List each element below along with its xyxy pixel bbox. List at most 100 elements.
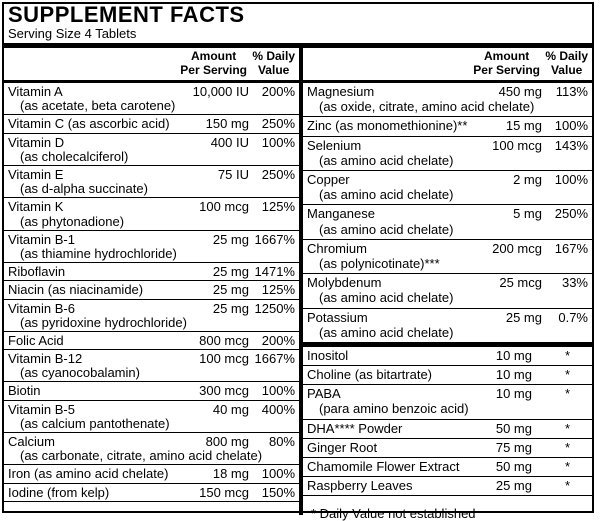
nutrient-amount: 25 mg: [212, 231, 249, 247]
left-column: Amount Per Serving % Daily Value Vitamin…: [4, 48, 299, 502]
nutrient-amount: 300 mcg: [199, 383, 249, 399]
nutrient-source: (as d-alpha succinate): [20, 181, 148, 197]
nutrient-amount: 10 mg: [495, 347, 532, 363]
nutrient-row: DHA**** Powder 50 mg *: [303, 420, 592, 439]
nutrient-row: Vitamin D (as cholecalciferol) 400 IU 100%: [4, 134, 299, 166]
nutrient-name: Magnesium: [307, 84, 375, 99]
nutrient-amount: 75 IU: [217, 166, 249, 182]
right-column: Amount Per Serving % Daily Value Magnesi…: [303, 48, 592, 521]
nutrient-name: Vitamin K: [8, 199, 64, 215]
nutrient-amount: 2 mg: [513, 171, 542, 187]
nutrient-source: (as oxide, citrate, amino acid chelate): [319, 99, 535, 115]
nutrient-row: Niacin (as niacinamide) 25 mg 125%: [4, 281, 299, 300]
amount-header: Amount Per Serving: [473, 49, 540, 77]
nutrient-row: Vitamin B-6 (as pyridoxine hydrochloride)…: [4, 300, 299, 332]
nutrient-name: Iodine (from kelp): [8, 484, 110, 500]
nutrient-name: Zinc (as monomethionine)**: [307, 118, 468, 134]
right-nutrient-list: Magnesium (as oxide, citrate, amino acid …: [303, 83, 592, 343]
dv-header: % Daily Value: [252, 49, 295, 77]
nutrient-name: Biotin: [8, 383, 41, 399]
nutrient-row: Vitamin K (as phytonadione) 100 mcg 125%: [4, 198, 299, 231]
nutrient-amount: 100 mcg: [199, 199, 249, 215]
nutrient-row: Molybdenum (as amino acid chelate) 25 mcg 3…: [303, 274, 592, 309]
nutrient-row: Potassium (as amino acid chelate) 25 mg 0.7…: [303, 309, 592, 343]
nutrient-source: (as amino acid chelate): [319, 290, 454, 306]
nutrient-amount: 50 mg: [495, 420, 532, 436]
daily-value: *: [564, 478, 570, 494]
daily-value: *: [564, 420, 570, 436]
daily-value: 100%: [261, 383, 295, 399]
nutrient-row: Copper (as amino acid chelate) 2 mg 100%: [303, 171, 592, 206]
nutrient-row: Riboflavin 25 mg 1471%: [4, 263, 299, 282]
nutrient-row: Raspberry Leaves 25 mg *: [303, 477, 592, 497]
daily-value: 1667%: [254, 231, 295, 247]
nutrient-row: Iron (as amino acid chelate) 18 mg 100%: [4, 465, 299, 484]
nutrient-amount: 800 mg: [205, 434, 249, 450]
nutrient-name: Vitamin B-12: [8, 351, 83, 367]
nutrient-name: Iron (as amino acid chelate): [8, 466, 169, 482]
daily-value: 1667%: [254, 351, 295, 367]
nutrient-source: (as amino acid chelate): [319, 187, 454, 203]
nutrient-amount: 50 mg: [495, 459, 532, 475]
nutrient-name: Folic Acid: [8, 332, 64, 348]
daily-value: 0.7%: [558, 309, 588, 325]
daily-value: *: [564, 386, 570, 402]
nutrient-source: (as carbonate, citrate, amino acid chela…: [20, 448, 263, 464]
nutrient-amount: 25 mg: [505, 309, 542, 325]
nutrient-amount: 10,000 IU: [192, 84, 249, 99]
nutrient-source: (as cyanocobalamin): [20, 365, 140, 381]
daily-value: *: [564, 347, 570, 363]
nutrient-source: (as acetate, beta carotene): [20, 98, 176, 114]
nutrient-row: Magnesium (as oxide, citrate, amino acid …: [303, 83, 592, 118]
nutrient-source: (as thiamine hydrochloride): [20, 245, 177, 261]
daily-value: 80%: [268, 434, 295, 450]
nutrient-amount: 450 mg: [498, 84, 542, 99]
daily-value: 100%: [554, 171, 588, 187]
supplement-facts-panel: [2, 2, 594, 513]
nutrient-amount: 15 mg: [505, 118, 542, 134]
daily-value: 125%: [261, 199, 295, 215]
daily-value: 150%: [261, 484, 295, 500]
nutrient-amount: 25 mg: [212, 300, 249, 316]
nutrient-source: (para amino benzoic acid): [319, 401, 469, 417]
nutrient-amount: 25 mg: [495, 478, 532, 494]
nutrient-name: Inositol: [307, 347, 349, 363]
nutrient-name: Calcium: [8, 434, 55, 450]
right-header: Amount Per Serving % Daily Value: [303, 48, 592, 83]
nutrient-name: Vitamin B-5: [8, 401, 75, 417]
nutrient-row: Vitamin E (as d-alpha succinate) 75 IU 250%: [4, 166, 299, 199]
nutrient-amount: 150 mg: [205, 116, 249, 132]
footnote: * Daily Value not established: [311, 506, 476, 521]
dv-header: % Daily Value: [545, 49, 588, 77]
daily-value: 250%: [261, 166, 295, 182]
nutrient-amount: 100 mcg: [492, 137, 542, 153]
nutrient-amount: 25 mg: [212, 264, 249, 280]
nutrient-row: Manganese (as amino acid chelate) 5 mg 250%: [303, 205, 592, 240]
nutrient-name: Chromium: [307, 240, 367, 256]
daily-value: *: [564, 439, 570, 455]
nutrient-row: Vitamin C (as ascorbic acid) 150 mg 250%: [4, 115, 299, 134]
nutrient-amount: 18 mg: [212, 466, 249, 482]
nutrient-row: Chromium (as polynicotinate)*** 200 mcg 167…: [303, 240, 592, 275]
nutrient-name: Raspberry Leaves: [307, 478, 413, 494]
nutrient-row: Vitamin B-12 (as cyanocobalamin) 100 mcg 16…: [4, 350, 299, 383]
nutrient-source: (as amino acid chelate): [319, 221, 454, 237]
nutrient-row: Vitamin B-5 (as calcium pantothenate) 40 m…: [4, 401, 299, 434]
section-divider: [303, 342, 592, 347]
daily-value: 100%: [554, 118, 588, 134]
nutrient-row: Biotin 300 mcg 100%: [4, 382, 299, 401]
nutrient-row: Choline (as bitartrate) 10 mg *: [303, 366, 592, 386]
daily-value: 33%: [561, 275, 588, 291]
nutrient-amount: 75 mg: [495, 439, 532, 455]
nutrient-source: (as cholecalciferol): [20, 148, 129, 164]
daily-value: 167%: [554, 240, 588, 256]
column-divider: [299, 48, 303, 515]
nutrient-source: (as pyridoxine hydrochloride): [20, 314, 187, 330]
daily-value: 143%: [554, 137, 588, 153]
daily-value: 1471%: [254, 264, 295, 280]
nutrient-name: Vitamin B-1: [8, 231, 75, 247]
nutrient-row: PABA (para amino benzoic acid) 10 mg *: [303, 385, 592, 420]
nutrient-row: Chamomile Flower Extract 50 mg *: [303, 458, 592, 478]
nutrient-amount: 800 mcg: [199, 332, 249, 348]
nutrient-name: Vitamin A: [8, 84, 63, 99]
